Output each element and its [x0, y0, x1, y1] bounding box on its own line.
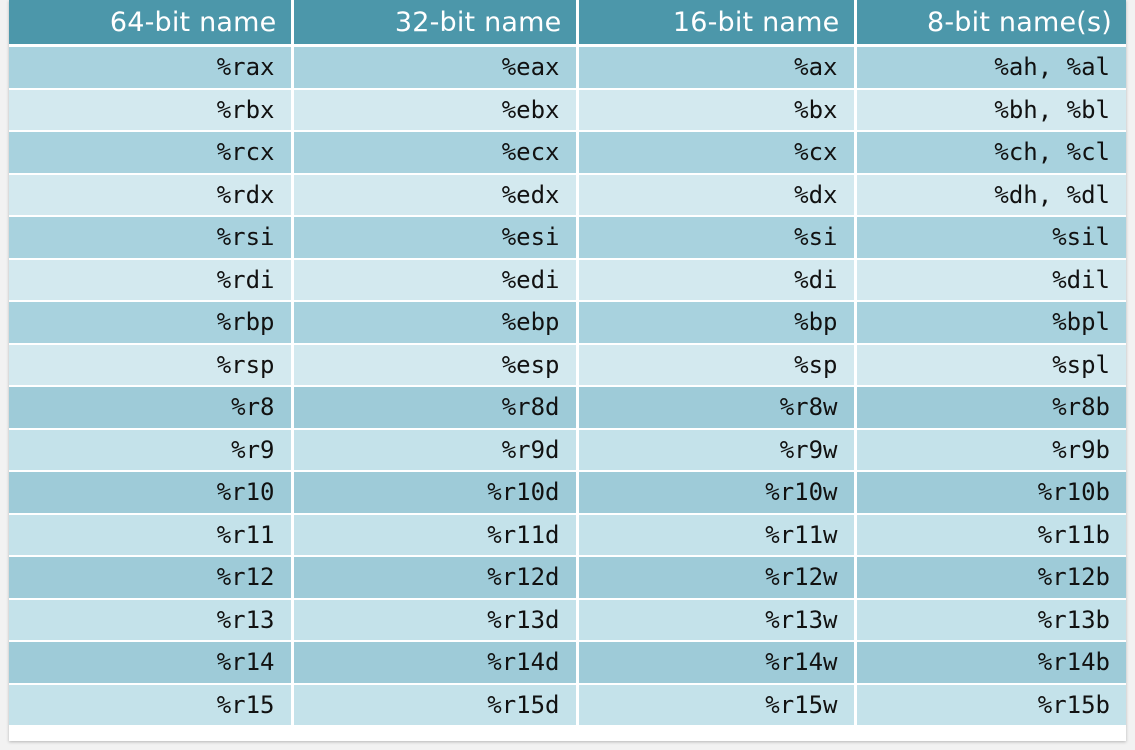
cell-64-bit: %r9	[9, 428, 294, 472]
cell-16-bit: %r11w	[577, 513, 857, 557]
table-row: %r15 %r15d %r15w %r15b	[9, 683, 1126, 727]
cell-32-bit: %edx	[292, 173, 579, 217]
cell-32-bit: %ebx	[292, 88, 579, 132]
cell-16-bit: %r15w	[577, 683, 857, 727]
register-names-table: 64-bit name 32-bit name 16-bit name 8-bi…	[9, 0, 1126, 727]
table-row: %r12 %r12d %r12w %r12b	[9, 556, 1126, 600]
table-row: %rsp %esp %sp %spl	[9, 343, 1126, 387]
cell-64-bit: %r15	[9, 683, 294, 727]
cell-32-bit: %r12d	[292, 556, 579, 600]
header-64-bit: 64-bit name	[9, 0, 294, 47]
cell-64-bit: %r12	[9, 556, 294, 600]
cell-32-bit: %ebp	[292, 301, 579, 345]
cell-8-bit: %dil	[855, 258, 1126, 302]
cell-8-bit: %r10b	[855, 471, 1126, 515]
table-row: %r14 %r14d %r14w %r14b	[9, 641, 1126, 685]
table-row: %rdx %edx %dx %dh, %dl	[9, 173, 1126, 217]
cell-16-bit: %bp	[577, 301, 857, 345]
cell-16-bit: %r14w	[577, 641, 857, 685]
register-table-sheet: 64-bit name 32-bit name 16-bit name 8-bi…	[9, 0, 1126, 741]
cell-64-bit: %r10	[9, 471, 294, 515]
cell-16-bit: %r8w	[577, 386, 857, 430]
cell-16-bit: %dx	[577, 173, 857, 217]
cell-32-bit: %eax	[292, 45, 579, 90]
cell-16-bit: %di	[577, 258, 857, 302]
cell-32-bit: %r10d	[292, 471, 579, 515]
cell-32-bit: %r14d	[292, 641, 579, 685]
table-row: %rdi %edi %di %dil	[9, 258, 1126, 302]
cell-16-bit: %sp	[577, 343, 857, 387]
cell-32-bit: %r13d	[292, 598, 579, 642]
cell-16-bit: %r9w	[577, 428, 857, 472]
table-row: %rsi %esi %si %sil	[9, 216, 1126, 260]
table-row: %r9 %r9d %r9w %r9b	[9, 428, 1126, 472]
table-row: %r11 %r11d %r11w %r11b	[9, 513, 1126, 557]
header-8-bit: 8-bit name(s)	[855, 0, 1126, 47]
table-row: %r13 %r13d %r13w %r13b	[9, 598, 1126, 642]
cell-8-bit: %spl	[855, 343, 1126, 387]
cell-8-bit: %r13b	[855, 598, 1126, 642]
cell-64-bit: %rbx	[9, 88, 294, 132]
cell-16-bit: %si	[577, 216, 857, 260]
cell-64-bit: %rax	[9, 45, 294, 90]
cell-64-bit: %rsi	[9, 216, 294, 260]
cell-32-bit: %esi	[292, 216, 579, 260]
cell-64-bit: %r14	[9, 641, 294, 685]
cell-8-bit: %dh, %dl	[855, 173, 1126, 217]
cell-32-bit: %ecx	[292, 131, 579, 175]
cell-8-bit: %r11b	[855, 513, 1126, 557]
cell-8-bit: %sil	[855, 216, 1126, 260]
cell-64-bit: %rdx	[9, 173, 294, 217]
cell-8-bit: %r14b	[855, 641, 1126, 685]
header-32-bit: 32-bit name	[292, 0, 579, 47]
cell-8-bit: %ch, %cl	[855, 131, 1126, 175]
cell-8-bit: %ah, %al	[855, 45, 1126, 90]
table-header-row: 64-bit name 32-bit name 16-bit name 8-bi…	[9, 0, 1126, 47]
cell-32-bit: %esp	[292, 343, 579, 387]
cell-32-bit: %r8d	[292, 386, 579, 430]
cell-16-bit: %cx	[577, 131, 857, 175]
cell-64-bit: %r11	[9, 513, 294, 557]
cell-32-bit: %r15d	[292, 683, 579, 727]
table-row: %rbx %ebx %bx %bh, %bl	[9, 88, 1126, 132]
cell-64-bit: %rcx	[9, 131, 294, 175]
table-row: %r10 %r10d %r10w %r10b	[9, 471, 1126, 515]
cell-8-bit: %bh, %bl	[855, 88, 1126, 132]
table-row: %rbp %ebp %bp %bpl	[9, 301, 1126, 345]
cell-64-bit: %rbp	[9, 301, 294, 345]
table-row: %rcx %ecx %cx %ch, %cl	[9, 131, 1126, 175]
cell-16-bit: %r13w	[577, 598, 857, 642]
cell-8-bit: %r15b	[855, 683, 1126, 727]
table-row: %rax %eax %ax %ah, %al	[9, 45, 1126, 90]
cell-16-bit: %r10w	[577, 471, 857, 515]
cell-8-bit: %r8b	[855, 386, 1126, 430]
cell-16-bit: %bx	[577, 88, 857, 132]
cell-32-bit: %r11d	[292, 513, 579, 557]
cell-32-bit: %r9d	[292, 428, 579, 472]
cell-64-bit: %r8	[9, 386, 294, 430]
cell-16-bit: %r12w	[577, 556, 857, 600]
cell-32-bit: %edi	[292, 258, 579, 302]
header-16-bit: 16-bit name	[577, 0, 857, 47]
cell-16-bit: %ax	[577, 45, 857, 90]
cell-8-bit: %r9b	[855, 428, 1126, 472]
table-row: %r8 %r8d %r8w %r8b	[9, 386, 1126, 430]
cell-8-bit: %r12b	[855, 556, 1126, 600]
cell-64-bit: %r13	[9, 598, 294, 642]
cell-64-bit: %rdi	[9, 258, 294, 302]
cell-8-bit: %bpl	[855, 301, 1126, 345]
cell-64-bit: %rsp	[9, 343, 294, 387]
